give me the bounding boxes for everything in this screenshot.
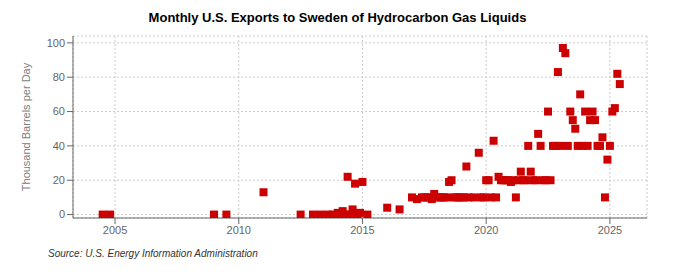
- svg-text:2005: 2005: [103, 224, 127, 236]
- svg-text:0: 0: [59, 208, 65, 220]
- svg-text:100: 100: [47, 37, 65, 49]
- html-text:Monthly U.S. Exports to Sweden: Monthly U.S. Exports to Sweden of Hydroc…: [148, 10, 527, 25]
- svg-text:60: 60: [53, 105, 65, 117]
- svg-text:40: 40: [53, 140, 65, 152]
- svg-text:2020: 2020: [474, 224, 498, 236]
- html-text:Source: U.S. Energy Informatio: Source: U.S. Energy Information Administ…: [48, 248, 258, 259]
- svg-text:2015: 2015: [350, 224, 374, 236]
- svg-text:20: 20: [53, 174, 65, 186]
- svg-text:80: 80: [53, 71, 65, 83]
- svg-text:2025: 2025: [598, 224, 622, 236]
- svg-text:Thousand Barrels per Day: Thousand Barrels per Day: [20, 62, 32, 191]
- svg-text:2010: 2010: [227, 224, 251, 236]
